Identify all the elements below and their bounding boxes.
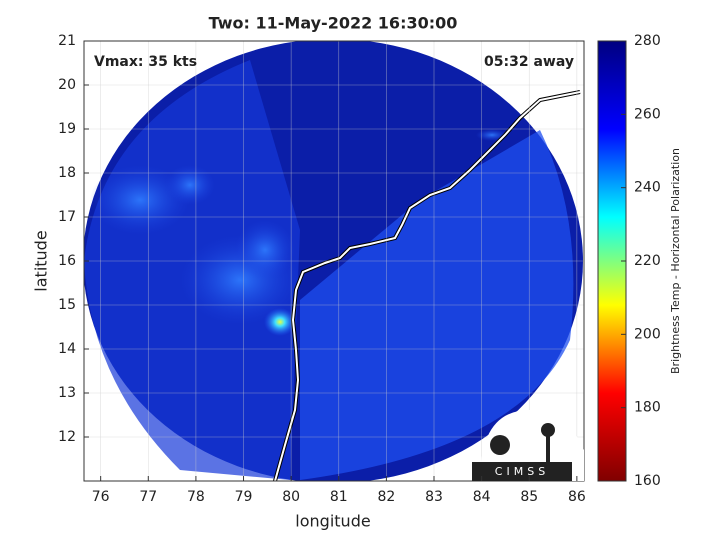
y-tick-label: 12 (58, 429, 76, 445)
y-tick-label: 20 (58, 77, 76, 93)
satellite-disk (84, 41, 583, 481)
y-tick-label: 19 (58, 121, 76, 137)
y-tick-label: 15 (58, 297, 76, 313)
colorbar-tick-label: 200 (634, 326, 661, 342)
x-tick-label: 77 (139, 489, 157, 505)
x-tick-label: 81 (330, 489, 348, 505)
x-tick-label: 82 (377, 489, 395, 505)
y-tick-label: 14 (58, 341, 76, 357)
colorbar-tick-label: 220 (634, 253, 661, 269)
y-tick-label: 13 (58, 385, 76, 401)
y-tick-label: 17 (58, 209, 76, 225)
y-tick-label: 16 (58, 253, 76, 269)
colorbar-tick-label: 260 (634, 106, 661, 122)
colorbar-tick-label: 280 (634, 33, 661, 49)
x-tick-label: 86 (568, 489, 586, 505)
annotation: Vmax: 35 kts (94, 54, 197, 70)
x-tick-label: 83 (425, 489, 443, 505)
colorbar-tick-label: 180 (634, 400, 661, 416)
chart-title: Two: 11-May-2022 16:30:00 (209, 14, 458, 33)
logo-text: CIMSS (495, 465, 549, 478)
x-tick-label: 85 (520, 489, 538, 505)
x-axis-label: longitude (295, 512, 370, 531)
y-tick-label: 21 (58, 33, 76, 49)
y-tick-label: 18 (58, 165, 76, 181)
annotation: 05:32 away (484, 54, 574, 70)
colorbar-tick-label: 240 (634, 180, 661, 196)
x-tick-label: 78 (187, 489, 205, 505)
y-axis-label: latitude (32, 230, 51, 291)
colorbar-tick-label: 160 (634, 473, 661, 489)
x-tick-label: 76 (92, 489, 110, 505)
colorbar-label: Brightness Temp - Horizontal Polarizatio… (669, 148, 682, 374)
logo: CIMSS (472, 410, 584, 481)
grid (84, 40, 584, 481)
x-tick-label: 84 (473, 489, 491, 505)
x-tick-label: 79 (235, 489, 253, 505)
x-tick-label: 80 (282, 489, 300, 505)
